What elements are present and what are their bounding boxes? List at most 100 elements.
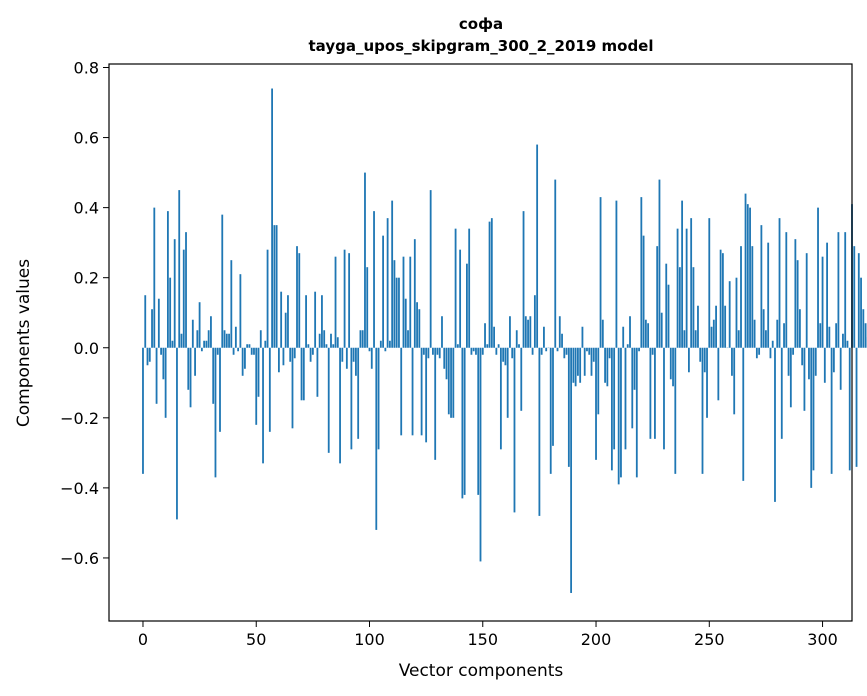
bar — [649, 347, 652, 439]
bar — [511, 347, 514, 359]
bar — [445, 347, 448, 380]
bar — [746, 204, 749, 348]
bar — [552, 347, 554, 446]
bar — [835, 323, 838, 348]
bar — [262, 347, 264, 464]
bar — [382, 235, 384, 348]
bar — [323, 330, 326, 348]
bar — [771, 340, 774, 348]
bar — [284, 312, 287, 348]
bar — [785, 232, 788, 348]
bar — [305, 295, 307, 348]
bar — [740, 246, 742, 348]
bar — [300, 347, 303, 401]
bar — [518, 344, 520, 348]
bar — [398, 277, 400, 348]
bar — [384, 347, 387, 352]
bar — [191, 319, 194, 348]
bar — [436, 347, 439, 355]
bar — [264, 340, 267, 348]
bar — [543, 326, 545, 348]
bar — [311, 347, 314, 355]
bar — [848, 347, 851, 471]
bar — [504, 347, 507, 366]
bar — [237, 347, 240, 352]
bar — [327, 347, 330, 453]
bar — [830, 347, 833, 474]
bar — [291, 347, 294, 429]
bar — [472, 347, 475, 352]
bar — [601, 319, 604, 348]
bar — [817, 207, 819, 348]
bar — [409, 256, 412, 348]
bar — [296, 246, 298, 348]
bar — [638, 347, 640, 352]
bar — [393, 260, 396, 348]
bar — [255, 347, 258, 425]
bar — [280, 291, 283, 348]
bar — [148, 347, 151, 362]
bar — [697, 305, 699, 348]
bar — [613, 347, 616, 450]
bar — [277, 347, 280, 373]
bar — [572, 347, 575, 383]
bar — [479, 347, 482, 562]
bar — [769, 347, 772, 359]
bar — [710, 326, 713, 348]
bar — [685, 228, 688, 348]
bar — [495, 347, 498, 355]
bar — [776, 319, 779, 348]
bar — [259, 330, 262, 348]
bar — [588, 347, 591, 355]
bar — [293, 347, 296, 359]
bar — [169, 277, 172, 348]
bar — [250, 347, 253, 355]
bar — [536, 144, 539, 348]
bar — [364, 172, 366, 348]
bar — [699, 347, 702, 362]
bar — [151, 309, 153, 348]
bar — [538, 347, 541, 516]
bar — [325, 344, 328, 348]
bar — [497, 344, 500, 348]
bar — [441, 316, 443, 348]
bar — [665, 263, 668, 348]
bar — [556, 347, 559, 352]
bar — [717, 347, 720, 401]
bar — [468, 228, 471, 348]
bar — [221, 214, 224, 348]
bar — [626, 344, 629, 348]
y-tick-label: −0.6 — [60, 549, 99, 568]
bar — [352, 347, 355, 362]
bar — [721, 253, 724, 348]
bar — [719, 249, 722, 348]
bar — [429, 190, 432, 348]
x-tick-label: 150 — [467, 630, 498, 649]
bar — [540, 347, 543, 355]
bar — [486, 344, 489, 348]
bar — [810, 347, 813, 488]
bar — [728, 281, 731, 348]
bar — [499, 347, 502, 450]
bar — [803, 347, 806, 411]
bar — [348, 253, 351, 348]
bar — [812, 347, 815, 471]
bar — [470, 347, 473, 355]
bar — [864, 323, 867, 348]
bar — [228, 333, 230, 348]
bar — [688, 347, 690, 373]
bar — [624, 347, 627, 450]
bar — [153, 207, 156, 348]
bar — [318, 333, 321, 348]
bar — [200, 347, 203, 352]
bar — [273, 225, 276, 348]
bar — [411, 347, 414, 436]
bar — [819, 323, 822, 348]
bar — [302, 347, 305, 401]
bar — [316, 347, 319, 397]
bar — [166, 211, 169, 348]
x-tick-label: 200 — [581, 630, 612, 649]
bar — [377, 347, 380, 450]
bar — [651, 347, 654, 355]
